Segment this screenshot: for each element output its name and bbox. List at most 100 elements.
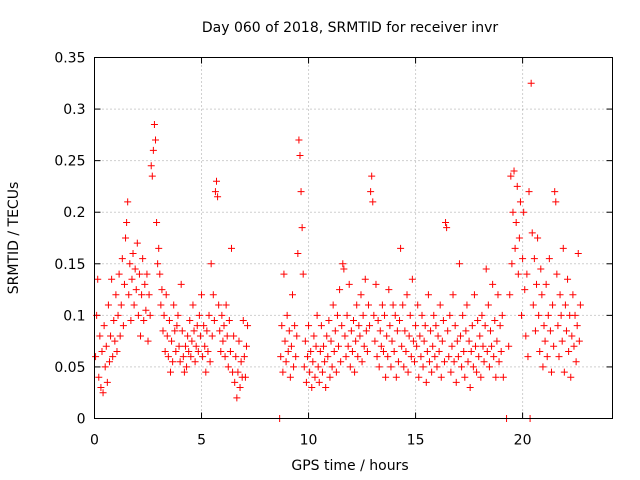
data-point xyxy=(277,353,285,361)
data-point xyxy=(194,347,202,355)
data-point xyxy=(287,342,295,350)
data-point xyxy=(154,260,162,268)
x-tick-label: 20 xyxy=(514,433,532,449)
data-point xyxy=(279,368,287,376)
data-point xyxy=(514,270,522,278)
data-point xyxy=(535,311,543,319)
data-point xyxy=(557,311,565,319)
data-point xyxy=(178,327,186,335)
data-point xyxy=(208,332,216,340)
data-point xyxy=(378,301,386,309)
data-point xyxy=(111,337,119,345)
data-point xyxy=(223,332,231,340)
data-point xyxy=(384,353,392,361)
data-point xyxy=(300,363,308,371)
y-tick-label: 0.3 xyxy=(63,102,85,118)
data-point xyxy=(419,363,427,371)
data-point xyxy=(327,337,335,345)
data-point xyxy=(282,358,290,366)
data-point xyxy=(105,358,113,366)
data-point xyxy=(447,368,455,376)
data-point xyxy=(543,353,551,361)
data-point xyxy=(101,363,109,371)
data-point xyxy=(339,260,347,268)
data-point xyxy=(444,327,452,335)
data-point xyxy=(531,327,539,335)
data-point xyxy=(455,260,463,268)
data-point xyxy=(416,332,424,340)
data-point xyxy=(120,280,128,288)
data-point xyxy=(340,265,348,273)
data-point xyxy=(354,353,362,361)
plot-frame xyxy=(94,57,613,419)
data-point xyxy=(467,347,475,355)
x-tick-label: 0 xyxy=(90,433,99,449)
data-point xyxy=(109,353,117,361)
data-point xyxy=(479,342,487,350)
data-point xyxy=(481,322,489,330)
data-point xyxy=(299,270,307,278)
data-point xyxy=(193,322,201,330)
data-point xyxy=(201,342,209,350)
data-point xyxy=(152,136,160,144)
data-point xyxy=(483,347,491,355)
data-point xyxy=(95,373,103,381)
data-point xyxy=(195,311,203,319)
data-point xyxy=(369,198,377,206)
data-point xyxy=(379,347,387,355)
y-tick-label: 0.2 xyxy=(63,205,85,221)
data-point xyxy=(506,291,514,299)
data-point xyxy=(338,322,346,330)
data-point xyxy=(373,353,381,361)
data-point xyxy=(407,353,415,361)
data-point xyxy=(292,353,300,361)
data-point xyxy=(124,198,132,206)
data-point xyxy=(166,368,174,376)
data-point xyxy=(558,337,566,345)
data-point xyxy=(537,265,545,273)
data-point xyxy=(575,337,583,345)
data-point xyxy=(383,332,391,340)
data-point xyxy=(186,317,194,325)
data-point xyxy=(305,322,313,330)
data-point xyxy=(540,322,548,330)
data-point xyxy=(118,255,126,263)
data-point xyxy=(307,347,315,355)
y-tick-label: 0.35 xyxy=(54,51,85,67)
data-point xyxy=(423,347,431,355)
data-point xyxy=(233,394,241,402)
y-axis-label: SRMTID / TECUs xyxy=(6,182,22,295)
data-point xyxy=(398,342,406,350)
data-point xyxy=(179,353,187,361)
data-point xyxy=(122,234,130,242)
data-point xyxy=(347,327,355,335)
data-point xyxy=(391,311,399,319)
data-point xyxy=(203,327,211,335)
data-point xyxy=(400,363,408,371)
data-point xyxy=(330,347,338,355)
data-point xyxy=(202,368,210,376)
data-point xyxy=(132,286,140,294)
data-point xyxy=(387,363,395,371)
y-tick-label: 0.15 xyxy=(54,257,85,273)
data-point xyxy=(418,311,426,319)
data-point xyxy=(117,301,125,309)
data-point xyxy=(291,322,299,330)
data-point xyxy=(221,353,229,361)
data-point xyxy=(92,353,100,361)
data-point xyxy=(361,275,369,283)
data-point xyxy=(472,342,480,350)
data-point xyxy=(323,332,331,340)
data-point xyxy=(139,255,147,263)
y-tick-label: 0.25 xyxy=(54,154,85,170)
data-point xyxy=(545,255,553,263)
data-point xyxy=(189,301,197,309)
data-point xyxy=(333,311,341,319)
data-point xyxy=(490,353,498,361)
data-point xyxy=(476,332,484,340)
data-point xyxy=(357,291,365,299)
data-point xyxy=(554,322,562,330)
data-point xyxy=(475,353,483,361)
data-point xyxy=(217,347,225,355)
